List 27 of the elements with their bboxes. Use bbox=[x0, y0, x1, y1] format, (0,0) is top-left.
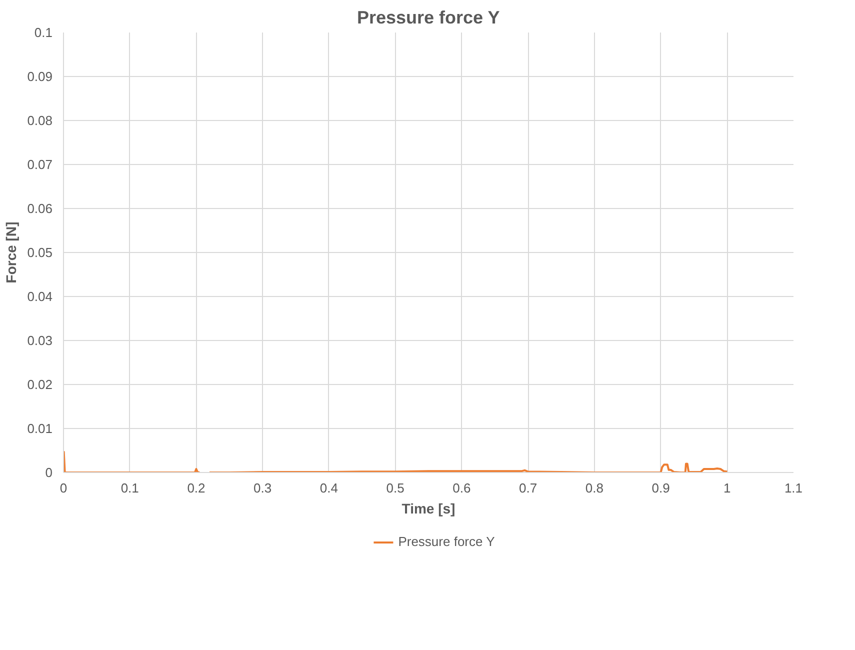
x-tick-label: 0.9 bbox=[652, 480, 670, 496]
legend-label: Pressure force Y bbox=[398, 534, 495, 549]
y-tick-label: 0.04 bbox=[27, 289, 53, 304]
x-tick-label: 0.5 bbox=[386, 480, 404, 496]
x-tick-label: 1 bbox=[724, 480, 731, 496]
y-tick-label: 0.05 bbox=[27, 245, 53, 260]
x-tick-label: 0.3 bbox=[254, 480, 272, 496]
x-tick-label: 0.6 bbox=[452, 480, 471, 496]
x-tick-label: 0.4 bbox=[320, 480, 338, 496]
x-tick-label: 0.1 bbox=[120, 480, 139, 496]
y-axis-title: Force [N] bbox=[3, 222, 20, 284]
y-tick-label: 0 bbox=[45, 465, 53, 480]
x-tick-label: 0.2 bbox=[187, 480, 206, 496]
x-axis-title: Time [s] bbox=[402, 500, 456, 516]
y-tick-label: 0.02 bbox=[27, 377, 53, 392]
y-tick-label: 0.07 bbox=[27, 157, 53, 172]
x-tick-label: 1.1 bbox=[784, 480, 803, 496]
y-tick-label: 0.03 bbox=[27, 333, 53, 348]
chart-title: Pressure force Y bbox=[356, 8, 500, 28]
y-tick-label: 0.08 bbox=[27, 113, 53, 128]
x-tick-label: 0.7 bbox=[519, 480, 538, 496]
y-tick-label: 0.09 bbox=[27, 69, 53, 84]
x-tick-label: 0 bbox=[60, 480, 68, 496]
y-tick-label: 0.01 bbox=[27, 421, 53, 436]
y-tick-label: 0.06 bbox=[27, 201, 53, 216]
x-tick-label: 0.8 bbox=[585, 480, 604, 496]
y-tick-label: 0.1 bbox=[34, 25, 53, 40]
